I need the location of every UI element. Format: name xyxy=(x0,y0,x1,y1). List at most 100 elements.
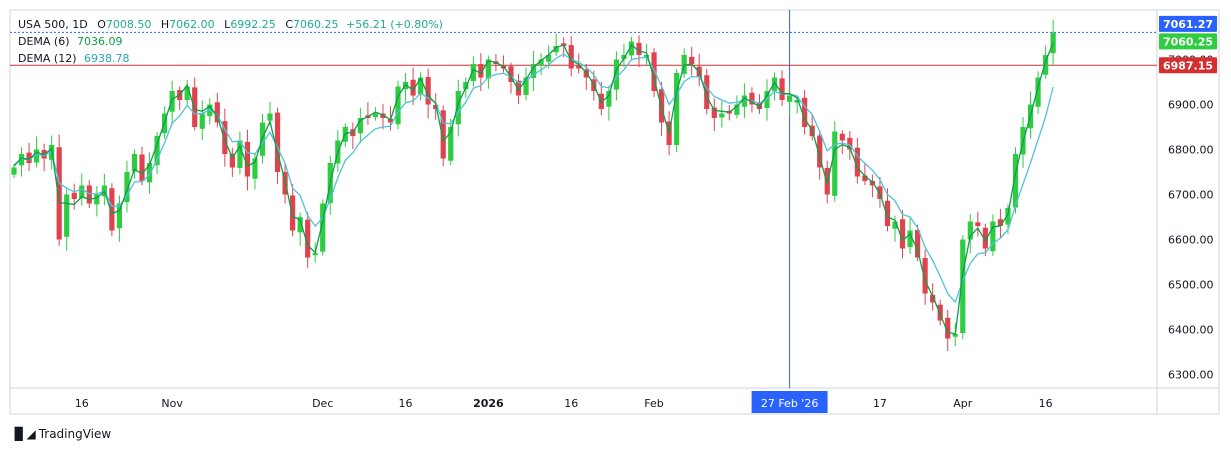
candle-body xyxy=(94,194,100,205)
candle-body xyxy=(568,45,574,69)
candle xyxy=(470,56,476,87)
candle-body xyxy=(463,82,469,90)
candle xyxy=(448,118,454,166)
candle-body xyxy=(779,78,785,100)
candle xyxy=(749,87,755,113)
crosshair-date-box xyxy=(751,391,828,413)
candle xyxy=(41,143,47,172)
candle-body xyxy=(530,64,537,78)
candle-body xyxy=(907,230,913,248)
candle xyxy=(915,224,921,262)
price-tag-last: 7060.25 xyxy=(1159,33,1217,50)
price-tag-box xyxy=(1159,57,1217,74)
dema12-value: 6938.78 xyxy=(84,52,130,65)
candle xyxy=(440,105,446,167)
tradingview-brand[interactable]: ▐▌◢ TradingView xyxy=(10,427,111,441)
candle-body xyxy=(734,104,740,115)
candle xyxy=(116,195,123,242)
dema12-label: DEMA (12) xyxy=(18,52,77,65)
candle-body xyxy=(425,77,431,105)
price-tag-label: 7061.27 xyxy=(1163,18,1213,31)
candle xyxy=(169,80,175,125)
candle-body xyxy=(297,217,303,233)
candle xyxy=(1012,147,1019,214)
candle xyxy=(538,53,544,76)
candle xyxy=(154,131,160,174)
candle-body xyxy=(387,118,394,123)
chart-legend: USA 500, 1D O7008.50 H7062.00 L6992.25 C… xyxy=(18,16,443,67)
dema6-row[interactable]: DEMA (6) 7036.09 xyxy=(18,33,443,50)
candle-body xyxy=(79,185,85,199)
candle xyxy=(884,188,891,232)
candle xyxy=(711,98,717,132)
candle xyxy=(357,108,363,144)
brand-name: TradingView xyxy=(38,427,112,441)
y-tick-label: 6300.00 xyxy=(1168,369,1214,382)
candle xyxy=(990,214,996,256)
candle-body xyxy=(485,59,491,79)
candle xyxy=(425,68,431,119)
candle-body xyxy=(508,66,514,82)
candle xyxy=(967,213,973,254)
candle xyxy=(568,36,574,77)
candle xyxy=(862,162,868,186)
candle-body xyxy=(478,64,484,78)
price-tag-box xyxy=(1159,15,1217,32)
candle-body xyxy=(869,181,876,186)
candle-body xyxy=(418,77,424,95)
candle-body xyxy=(576,65,582,69)
candle xyxy=(350,122,356,150)
candle-body xyxy=(982,227,988,249)
candle xyxy=(681,48,687,78)
candle xyxy=(689,46,695,76)
chart-border xyxy=(9,9,1220,415)
x-tick-label: 16 xyxy=(399,397,413,410)
candle xyxy=(237,131,243,175)
candle-body xyxy=(222,121,228,154)
candle-body xyxy=(711,107,717,118)
candle-body xyxy=(802,97,808,127)
candle xyxy=(530,50,537,91)
candle-body xyxy=(56,147,62,240)
candle-body xyxy=(854,147,860,177)
candle xyxy=(771,72,778,101)
tradingview-logo-icon: ▐▌◢ xyxy=(10,427,36,441)
candle-body xyxy=(515,80,522,96)
candle-body xyxy=(109,188,115,231)
candle-body xyxy=(199,113,205,129)
symbol-label[interactable]: USA 500, 1D xyxy=(18,18,88,31)
dema6-line xyxy=(13,43,1054,335)
candle xyxy=(199,100,205,141)
candle-body xyxy=(244,141,251,177)
dema12-row[interactable]: DEMA (12) 6938.78 xyxy=(18,50,443,67)
candle xyxy=(177,86,183,110)
candle-body xyxy=(184,86,190,100)
candle xyxy=(854,137,860,184)
candle-body xyxy=(945,317,951,339)
y-tick-label: 6800.00 xyxy=(1168,144,1214,157)
candle-body xyxy=(440,110,446,159)
candle xyxy=(779,70,785,107)
candle xyxy=(56,134,62,246)
x-tick-label: Nov xyxy=(161,397,183,410)
candle-body xyxy=(741,95,748,107)
x-tick-label: 2026 xyxy=(473,397,504,410)
candle xyxy=(372,107,379,121)
price-tag-ref: 6987.15 xyxy=(1159,57,1217,74)
ohlc-row: USA 500, 1D O7008.50 H7062.00 L6992.25 C… xyxy=(18,16,443,33)
candle-body xyxy=(229,153,235,168)
high-label: H xyxy=(160,18,170,31)
candle xyxy=(342,123,348,148)
candle-body xyxy=(1035,77,1041,107)
candle-body xyxy=(794,100,800,103)
candle xyxy=(410,67,416,105)
candle-body xyxy=(1012,154,1019,208)
candle xyxy=(11,163,17,179)
candle xyxy=(139,146,145,186)
candle xyxy=(832,121,838,202)
candle-body xyxy=(546,55,552,62)
candle-body xyxy=(448,127,454,161)
dema6-label: DEMA (6) xyxy=(18,35,70,48)
